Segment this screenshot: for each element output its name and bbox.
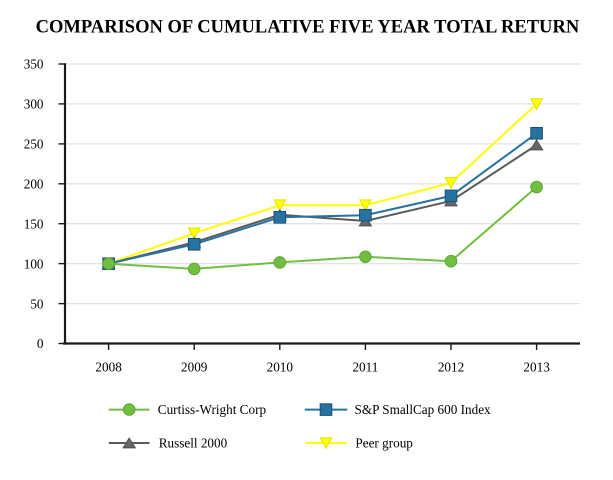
svg-text:Russell 2000: Russell 2000 bbox=[159, 436, 228, 451]
svg-text:Peer group: Peer group bbox=[355, 436, 413, 451]
svg-text:350: 350 bbox=[24, 57, 44, 72]
svg-text:300: 300 bbox=[24, 97, 44, 112]
svg-text:2009: 2009 bbox=[181, 360, 208, 375]
svg-text:0: 0 bbox=[37, 336, 44, 351]
svg-text:2012: 2012 bbox=[438, 360, 464, 375]
svg-text:100: 100 bbox=[24, 256, 44, 271]
svg-text:2008: 2008 bbox=[95, 360, 122, 375]
svg-text:250: 250 bbox=[24, 137, 44, 152]
svg-text:COMPARISON OF CUMULATIVE FIVE: COMPARISON OF CUMULATIVE FIVE YEAR TOTAL… bbox=[36, 16, 580, 37]
svg-text:Curtiss-Wright Corp: Curtiss-Wright Corp bbox=[158, 402, 267, 417]
svg-text:50: 50 bbox=[30, 296, 44, 311]
svg-text:S&P SmallCap 600 Index: S&P SmallCap 600 Index bbox=[355, 402, 492, 417]
svg-text:200: 200 bbox=[24, 177, 44, 192]
svg-text:2011: 2011 bbox=[352, 360, 378, 375]
svg-text:150: 150 bbox=[24, 216, 44, 231]
svg-text:2010: 2010 bbox=[267, 360, 294, 375]
svg-text:2013: 2013 bbox=[523, 360, 550, 375]
